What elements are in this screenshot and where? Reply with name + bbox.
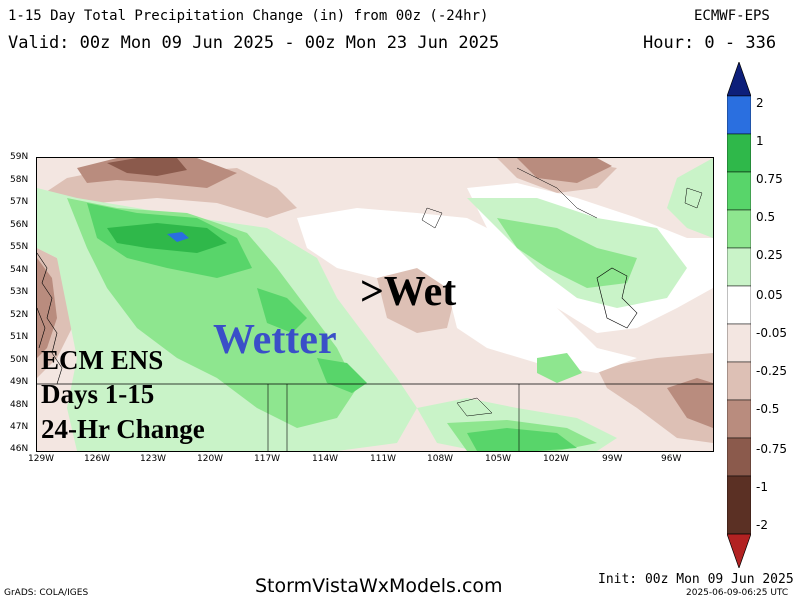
info-line-1: ECM ENS xyxy=(41,345,164,375)
colorbar-bin xyxy=(727,285,751,325)
colorbar-label: 0.05 xyxy=(756,288,783,302)
lat-label: 58N xyxy=(10,175,29,185)
colorbar-label: 0.25 xyxy=(756,248,783,262)
lon-label: 123W xyxy=(140,454,167,464)
info-line-2: Days 1-15 xyxy=(41,379,155,409)
wetter-annotation: Wetter xyxy=(213,317,337,363)
colorbar-label: -0.25 xyxy=(756,364,788,378)
colorbar-bin xyxy=(727,133,751,173)
lon-label: 120W xyxy=(197,454,224,464)
colorbar-label: -0.05 xyxy=(756,326,788,340)
wet-annotation: >Wet xyxy=(360,269,457,315)
lon-label: 114W xyxy=(312,454,339,464)
footer-init: Init: 00z Mon 09 Jun 2025 xyxy=(598,572,794,587)
colorbar-bin xyxy=(727,95,751,135)
lat-label: 59N xyxy=(10,152,29,162)
colorbar-label: -0.5 xyxy=(756,402,780,416)
lat-label: 47N xyxy=(10,422,29,432)
precipitation-change-map: >Wet Wetter ECM ENS Days 1-15 24-Hr Chan… xyxy=(36,157,714,452)
lat-label: 51N xyxy=(10,332,29,342)
colorbar-bin xyxy=(727,399,751,439)
chart-title: 1-15 Day Total Precipitation Change (in)… xyxy=(8,8,489,24)
colorbar-label: 2 xyxy=(756,96,764,110)
footer-site: StormVistaWxModels.com xyxy=(255,575,503,597)
lon-label: 96W xyxy=(661,454,682,464)
lat-label: 54N xyxy=(10,265,29,275)
lon-label: 126W xyxy=(84,454,111,464)
colorbar-bin xyxy=(727,209,751,249)
colorbar-top-arrow xyxy=(727,62,751,97)
lon-label: 105W xyxy=(485,454,512,464)
lat-label: 57N xyxy=(10,197,29,207)
lon-label: 99W xyxy=(602,454,623,464)
colorbar-label: 0.5 xyxy=(756,210,776,224)
colorbar-bin xyxy=(727,475,751,535)
colorbar-label: -0.75 xyxy=(756,442,788,456)
lat-label: 56N xyxy=(10,220,29,230)
lon-label: 117W xyxy=(254,454,281,464)
lon-label: 111W xyxy=(370,454,397,464)
colorbar-bin xyxy=(727,171,751,211)
colorbar-bin xyxy=(727,361,751,401)
info-line-3: 24-Hr Change xyxy=(41,414,205,444)
map-canvas xyxy=(37,158,713,451)
lat-label: 52N xyxy=(10,310,29,320)
model-name: ECMWF-EPS xyxy=(694,8,770,24)
colorbar-label: -2 xyxy=(756,518,768,532)
colorbar-label: -1 xyxy=(756,480,768,494)
forecast-hours: Hour: 0 - 336 xyxy=(643,33,777,53)
lon-label: 108W xyxy=(427,454,454,464)
footer-grads: GrADS: COLA/IGES xyxy=(4,588,89,598)
lat-label: 49N xyxy=(10,377,29,387)
colorbar-bin xyxy=(727,247,751,287)
valid-range: Valid: 00z Mon 09 Jun 2025 - 00z Mon 23 … xyxy=(8,33,500,53)
colorbar-svg xyxy=(727,62,751,568)
lat-label: 48N xyxy=(10,400,29,410)
lat-label: 55N xyxy=(10,242,29,252)
lon-label: 102W xyxy=(543,454,570,464)
colorbar-label: 1 xyxy=(756,134,764,148)
colorbar-bin xyxy=(727,437,751,477)
lon-label: 129W xyxy=(28,454,55,464)
lat-label: 53N xyxy=(10,287,29,297)
lat-label: 50N xyxy=(10,355,29,365)
colorbar-bin xyxy=(727,323,751,363)
colorbar-bottom-arrow xyxy=(727,533,751,568)
footer-timestamp: 2025-06-09-06:25 UTC xyxy=(686,588,789,598)
colorbar-label: 0.75 xyxy=(756,172,783,186)
lat-label: 46N xyxy=(10,444,29,454)
